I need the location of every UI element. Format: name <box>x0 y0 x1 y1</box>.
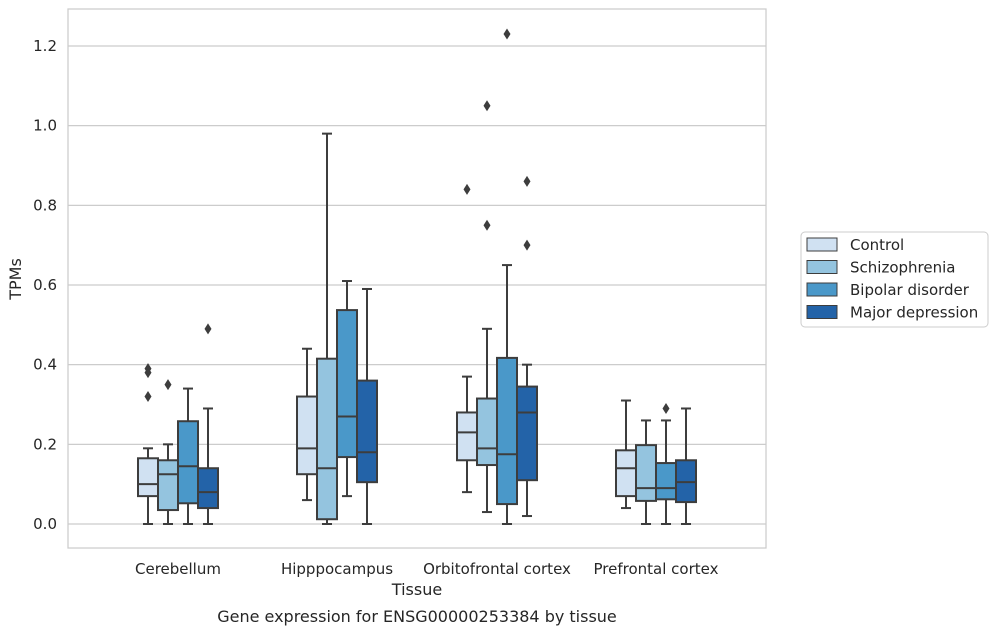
box-iqr <box>655 462 677 501</box>
box-element <box>655 402 677 525</box>
box-iqr <box>456 411 478 462</box>
outlier-point <box>503 28 511 40</box>
outlier-point <box>463 183 471 195</box>
box-iqr <box>157 459 179 512</box>
series-bipolar-disorder <box>177 28 677 525</box>
legend-label: Bipolar disorder <box>850 281 970 299</box>
outlier-point <box>204 323 212 335</box>
box-element <box>675 407 697 525</box>
box-iqr <box>177 420 199 505</box>
series-major-depression <box>197 175 697 525</box>
y-tick-label: 0.4 <box>33 356 57 374</box>
box-element <box>476 100 498 514</box>
legend-label: Control <box>850 236 904 254</box>
box-element <box>177 387 199 525</box>
legend: Control Schizophrenia Bipolar disorder Majo… <box>800 231 989 328</box>
x-tick-label: Orbitofrontal cortex <box>423 560 571 578</box>
box-iqr <box>336 309 358 459</box>
legend-frame <box>800 231 989 328</box>
legend-item: Schizophrenia <box>806 259 955 277</box>
box-iqr <box>496 356 518 506</box>
series-control <box>137 183 637 525</box>
box-iqr <box>635 444 657 502</box>
box-iqr <box>516 385 538 482</box>
box-iqr <box>197 467 219 510</box>
legend-label: Major depression <box>850 304 978 322</box>
y-tick-labels: 0.0 0.2 0.4 0.6 0.8 1.0 1.2 <box>33 37 57 533</box>
box-element <box>496 28 518 525</box>
outlier-point <box>662 402 670 414</box>
box-iqr <box>356 379 378 484</box>
box-iqr <box>296 395 318 476</box>
outlier-point <box>144 363 152 375</box>
y-tick-label: 0.2 <box>33 435 57 453</box>
legend-item: Bipolar disorder <box>806 281 970 299</box>
legend-swatch <box>806 305 838 319</box>
legend-label: Schizophrenia <box>850 259 955 277</box>
outlier-point <box>483 219 491 231</box>
y-axis-label: TPMs <box>6 258 25 301</box>
y-tick-label: 0.8 <box>33 196 57 214</box>
series-schizophrenia <box>157 100 657 525</box>
box-iqr <box>137 457 159 498</box>
y-tick-label: 1.2 <box>33 37 57 55</box>
outlier-point <box>483 100 491 112</box>
legend-swatch <box>806 282 838 297</box>
x-tick-label: Hipppocampus <box>281 560 393 578</box>
box-element <box>316 132 338 525</box>
x-axis-label: Tissue <box>391 580 442 599</box>
figure-caption: Gene expression for ENSG00000253384 by t… <box>217 607 617 626</box>
box-element <box>456 183 478 494</box>
y-tick-label: 0.0 <box>33 515 57 533</box>
y-tick-label: 1.0 <box>33 117 57 135</box>
outlier-point <box>523 175 531 187</box>
box-element <box>356 287 378 525</box>
plot-area-frame <box>67 8 767 549</box>
box-series <box>137 28 697 525</box>
box-element <box>516 175 538 518</box>
box-iqr <box>476 397 498 467</box>
legend-swatch <box>806 237 838 252</box>
box-element <box>197 323 219 525</box>
box-iqr <box>615 449 637 498</box>
box-element <box>635 419 657 525</box>
legend-item: Control <box>806 236 904 254</box>
x-tick-label: Prefrontal cortex <box>594 560 719 578</box>
outlier-point <box>164 379 172 391</box>
legend-item: Major depression <box>806 304 978 322</box>
y-tick-label: 0.6 <box>33 276 57 294</box>
outlier-point <box>523 239 531 251</box>
outlier-point <box>144 391 152 403</box>
legend-swatch <box>806 260 838 274</box>
x-tick-labels: Cerebellum Hipppocampus Orbitofrontal cort… <box>135 560 719 578</box>
box-iqr <box>316 357 338 521</box>
x-tick-label: Cerebellum <box>135 560 221 578</box>
